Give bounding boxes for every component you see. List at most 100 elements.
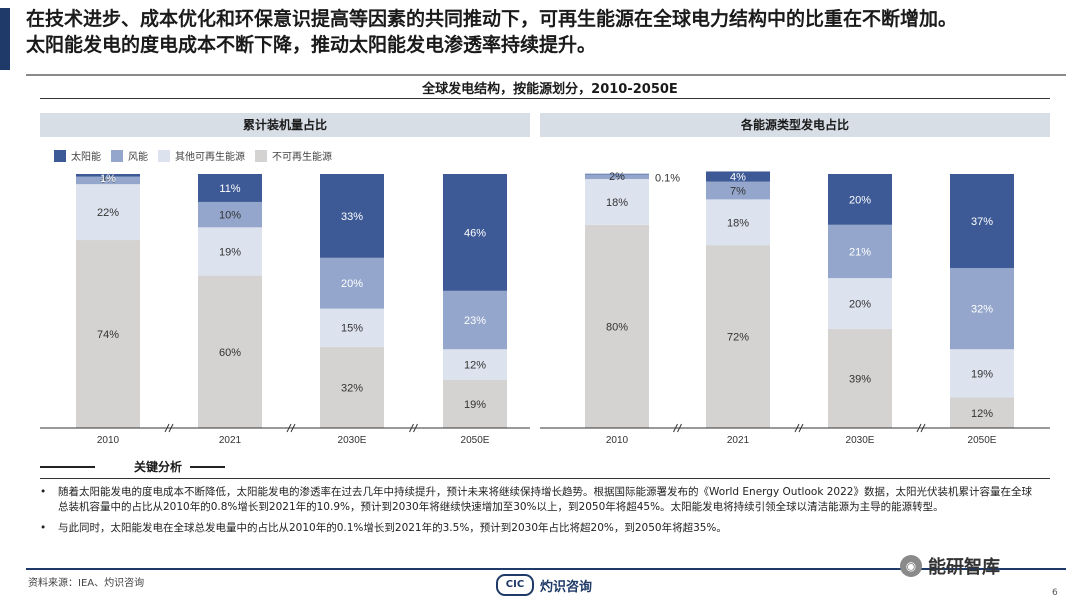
data-label: 23% [464,315,486,327]
bar-segment [320,174,384,258]
bar-segment [950,349,1014,398]
legend-swatch-wind [111,149,123,162]
bar-segment [585,224,649,428]
data-label: 74% [97,329,119,341]
analysis-title: 关键分析 [134,460,183,474]
bar-segment [320,257,384,309]
analysis-bullet: • 与此同时，太阳能发电在全球总发电量中的占比从2010年的0.1%增长到202… [40,521,1040,536]
x-tick-label: 2050E [968,435,997,446]
cic-logo-mark: CIC [496,574,534,596]
bar-segment [828,278,892,329]
bar-segment [76,184,140,241]
wechat-name: 能研智库 [928,557,1000,578]
bar-segment [320,308,384,347]
data-label: 32% [971,304,993,316]
wechat-badge: ◉ 能研智库 [900,553,1000,579]
data-label: 19% [971,368,993,380]
title-accent-bar [0,8,10,70]
bar-segment [585,179,649,225]
chart-title-rule [40,98,1050,99]
bullet-dot-icon: • [40,522,47,534]
bar-segment [706,171,770,182]
data-label: 18% [727,217,749,229]
legend-label-nonrenew: 不可再生能源 [272,152,332,163]
bar-segment [443,174,507,291]
data-label: 46% [464,227,486,239]
bar-segment [950,397,1014,428]
page-number: 6 [1052,588,1058,598]
footer-rule [26,568,1066,570]
source-note: 资料来源：IEA、灼识咨询 [28,578,145,589]
data-label: 20% [341,278,363,290]
data-label: 19% [464,399,486,411]
legend-swatch-other [158,149,170,162]
data-label: 2% [609,171,625,183]
bar-segment [443,379,507,428]
data-label: 15% [341,323,363,335]
axis-break-mark [164,423,170,433]
cic-logo: CIC 灼识咨询 [496,574,592,596]
data-label: 20% [849,194,871,206]
bar-segment [950,174,1014,268]
bar-segment [443,290,507,350]
axis-break-mark [794,423,800,433]
data-label: 12% [464,360,486,372]
bar-segment [706,245,770,428]
axis-break-mark [673,423,678,433]
bar-segment [706,181,770,200]
data-label: 12% [971,408,993,420]
analysis-bullet-text-2: 与此同时，太阳能发电在全球总发电量中的占比从2010年的0.1%增长到2021年… [58,522,727,534]
chart-title: 全球发电结构，按能源划分，2010-2050E [422,82,678,97]
x-tick-label: 2021 [219,435,242,446]
data-label: 72% [727,332,749,344]
legend-label-solar: 太阳能 [71,152,101,163]
data-label: 11% [219,183,240,195]
analysis-bullets: • 随着太阳能发电的度电成本不断降低，太阳能发电的渗透率在过去几年中持续提升，预… [40,485,1040,542]
data-label: 19% [219,246,241,258]
analysis-rule [40,478,1050,479]
bar-segment [828,174,892,225]
bar-segment [706,199,770,246]
x-tick-label: 2030E [338,435,367,446]
axis-break-mark [677,423,682,433]
axis-break-mark [168,423,174,433]
bar-segment [76,240,140,428]
axis-break-mark [409,423,414,433]
data-label: 7% [730,186,746,198]
axis-break-mark [798,423,804,433]
headline: 在技术进步、成本优化和环保意识提高等因素的共同推动下，可再生能源在全球电力结构中… [26,6,1066,58]
legend-label-other: 其他可再生能源 [175,152,245,163]
bar-segment [198,227,262,276]
axis-break-mark [916,423,922,433]
bar-segment [198,275,262,428]
data-label: 60% [219,347,241,359]
analysis-rule-right [190,466,225,468]
data-label: 10% [219,210,241,222]
headline-line-1: 在技术进步、成本优化和环保意识提高等因素的共同推动下，可再生能源在全球电力结构中… [26,8,958,30]
axis-break-mark [286,423,292,433]
data-label: 18% [606,197,628,209]
axis-break-mark [413,423,418,433]
data-label: 33% [341,211,363,223]
x-tick-label: 2010 [606,435,629,446]
bar-segment [76,174,140,177]
analysis-bullet: • 随着太阳能发电的度电成本不断降低，太阳能发电的渗透率在过去几年中持续提升，预… [40,485,1040,515]
axis-break-mark [290,423,296,433]
legend-swatch-solar [54,149,66,162]
x-tick-label: 2010 [97,435,120,446]
data-label: 32% [341,382,363,394]
analysis-rule-left [40,466,95,468]
bar-segment [828,328,892,428]
right-panel-title: 各能源类型发电占比 [540,113,1050,137]
x-tick-label: 2030E [846,435,875,446]
bar-segment [443,349,507,380]
x-tick-label: 2021 [727,435,750,446]
bar-segment [585,174,649,180]
bar-segment [320,346,384,428]
legend: 太阳能 风能 其他可再生能源 不可再生能源 [54,148,332,163]
bar-segment [950,267,1014,350]
bar-segment [828,224,892,279]
data-label: 20% [849,299,871,311]
x-tick-label: 2050E [461,435,490,446]
headline-line-2: 太阳能发电的度电成本不断下降，推动太阳能发电渗透率持续提升。 [26,34,597,56]
